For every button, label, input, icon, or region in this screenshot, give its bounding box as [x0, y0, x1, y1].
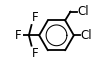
- Text: Cl: Cl: [77, 5, 88, 18]
- Text: Cl: Cl: [80, 29, 92, 42]
- Text: F: F: [15, 29, 22, 42]
- Text: F: F: [32, 11, 38, 24]
- Text: F: F: [32, 47, 38, 60]
